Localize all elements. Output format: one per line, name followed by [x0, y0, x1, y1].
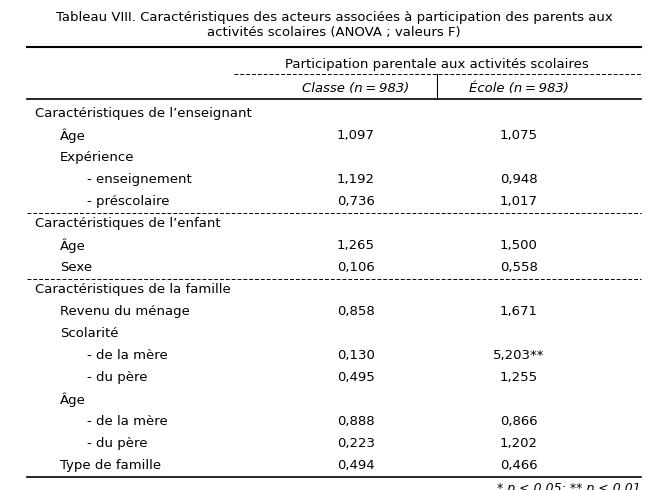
Text: 1,500: 1,500: [500, 239, 538, 252]
Text: 1,097: 1,097: [337, 129, 375, 142]
Text: * p < 0,05; ** p < 0,01: * p < 0,05; ** p < 0,01: [497, 482, 641, 490]
Text: Participation parentale aux activités scolaires: Participation parentale aux activités sc…: [285, 58, 589, 71]
Text: - du père: - du père: [87, 437, 147, 450]
Text: 0,948: 0,948: [500, 173, 538, 186]
Text: Expérience: Expérience: [59, 151, 134, 164]
Text: 1,265: 1,265: [337, 239, 375, 252]
Text: - du père: - du père: [87, 370, 147, 384]
Text: Tableau VIII. Caractéristiques des acteurs associées à participation des parents: Tableau VIII. Caractéristiques des acteu…: [55, 11, 613, 39]
Text: 1,671: 1,671: [500, 305, 538, 318]
Text: 0,558: 0,558: [500, 261, 538, 274]
Text: 1,017: 1,017: [500, 195, 538, 208]
Text: 0,858: 0,858: [337, 305, 375, 318]
Text: Âge: Âge: [59, 129, 86, 144]
Text: 5,203**: 5,203**: [493, 349, 544, 362]
Text: 0,494: 0,494: [337, 459, 375, 471]
Text: 0,736: 0,736: [337, 195, 375, 208]
Text: Scolarité: Scolarité: [59, 327, 118, 340]
Text: 1,075: 1,075: [500, 129, 538, 142]
Text: Sexe: Sexe: [59, 261, 92, 274]
Text: 1,202: 1,202: [500, 437, 538, 450]
Text: 0,130: 0,130: [337, 349, 375, 362]
Text: 0,866: 0,866: [500, 415, 538, 428]
Text: - de la mère: - de la mère: [87, 349, 168, 362]
Text: Caractéristiques de l’enseignant: Caractéristiques de l’enseignant: [35, 107, 251, 120]
Text: 0,106: 0,106: [337, 261, 375, 274]
Text: - de la mère: - de la mère: [87, 415, 168, 428]
Text: 0,495: 0,495: [337, 370, 375, 384]
Text: 0,466: 0,466: [500, 459, 538, 471]
Text: Âge: Âge: [59, 239, 86, 253]
Text: Revenu du ménage: Revenu du ménage: [59, 305, 190, 318]
Text: 1,192: 1,192: [337, 173, 375, 186]
Text: 0,888: 0,888: [337, 415, 375, 428]
Text: - préscolaire: - préscolaire: [87, 195, 169, 208]
Text: Âge: Âge: [59, 392, 86, 407]
Text: Caractéristiques de l’enfant: Caractéristiques de l’enfant: [35, 217, 220, 230]
Text: École (n = 983): École (n = 983): [469, 81, 568, 95]
Text: Classe (n = 983): Classe (n = 983): [303, 81, 409, 95]
Text: Type de famille: Type de famille: [59, 459, 161, 471]
Text: Caractéristiques de la famille: Caractéristiques de la famille: [35, 283, 230, 296]
Text: - enseignement: - enseignement: [87, 173, 192, 186]
Text: 0,223: 0,223: [337, 437, 375, 450]
Text: 1,255: 1,255: [500, 370, 538, 384]
